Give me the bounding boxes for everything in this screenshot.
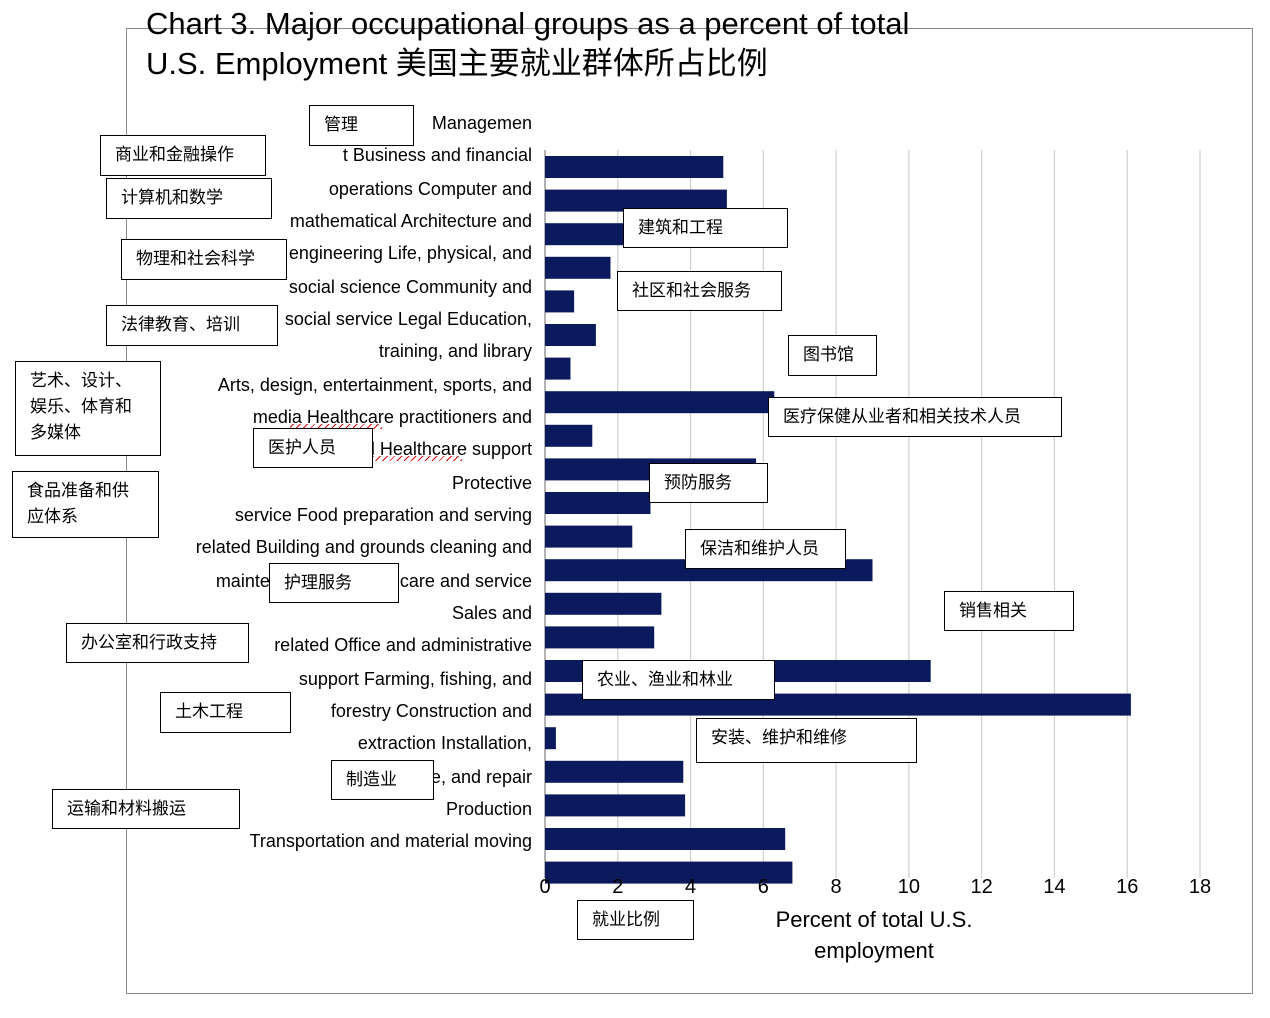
annotation-xlabel-cn: 就业比例 [577,900,694,940]
chart-title: Chart 3. Major occupational groups as a … [146,4,909,84]
annotation-architecture: 建筑和工程 [623,208,788,248]
annotation-food: 食品准备和供应体系 [12,471,159,538]
annotation-construction: 土木工程 [160,692,291,733]
bar [545,727,556,750]
y-axis-label-line: service Food preparation and serving [234,505,532,525]
y-axis-label-line: t Business and financial [342,145,532,165]
bar [545,794,686,817]
x-axis-label: Percent of total U.S. employment [775,907,973,963]
bar [545,357,571,380]
x-tick-label: 10 [898,876,920,898]
bar [545,760,684,783]
y-axis-label-line: forestry Construction and [330,701,532,721]
annotation-healthcare-support: 医护人员 [253,428,373,468]
bar [545,861,793,884]
annotation-farming: 农业、渔业和林业 [582,660,775,700]
y-axis-label-line: social service Legal Education, [284,309,532,329]
bar [545,525,633,548]
bar [545,189,727,212]
annotation-science: 物理和社会科学 [121,239,287,280]
annotation-computer: 计算机和数学 [106,178,272,219]
x-tick-label: 4 [685,876,696,898]
bar [545,324,596,346]
annotation-management: 管理 [309,105,414,146]
bar [545,626,655,649]
y-axis-label-line: related Building and grounds cleaning an… [195,537,532,557]
y-axis-label-line: Transportation and material moving [249,831,532,851]
annotation-library: 图书馆 [788,335,877,376]
y-axis-label-line: social science Community and [288,277,532,297]
annotation-cleaning: 保洁和维护人员 [685,529,846,569]
y-axis-label-line: Managemen [431,113,532,133]
annotation-protective: 预防服务 [649,463,768,503]
annotation-sales: 销售相关 [944,591,1074,631]
annotation-healthcare-practitioners: 医疗保健从业者和相关技术人员 [768,397,1062,437]
x-tick-label: 2 [612,876,623,898]
y-axis-label-line: training, and library [378,341,532,361]
x-tick-label: 0 [539,876,550,898]
y-axis-label-line: Protective [451,473,532,493]
bar [545,828,786,850]
bar [545,223,640,246]
y-axis-label-line: operations Computer and [328,179,532,199]
annotation-installation: 安装、维护和维修 [696,718,917,763]
annotation-production: 制造业 [331,760,434,800]
y-axis-label-line: support Farming, fishing, and [298,669,532,689]
annotation-arts: 艺术、设计、娱乐、体育和多媒体 [15,361,161,456]
bar [545,256,611,279]
annotation-community: 社区和社会服务 [617,271,782,311]
y-axis-label-line: extraction Installation, [357,733,532,753]
y-axis-label-line: Production [445,799,532,819]
y-axis-label-line: Arts, design, entertainment, sports, and [217,375,532,395]
x-tick-label: 14 [1043,876,1065,898]
spellcheck-underline [370,456,462,461]
bar [545,592,662,615]
bar [545,391,775,414]
chart-title-line-2: U.S. Employment 美国主要就业群体所占比例 [146,46,768,81]
annotation-transportation: 运输和材料搬运 [52,789,240,829]
annotation-legal-education: 法律教育、培训 [106,305,278,346]
chart-title-line-1: Chart 3. Major occupational groups as a … [146,6,910,41]
bar [545,290,575,313]
y-axis-label-line: Sales and [451,603,532,623]
y-axis-label-line: media Healthcare practitioners and [252,407,532,427]
annotation-office: 办公室和行政支持 [66,623,249,663]
bar [545,492,651,514]
bar [545,156,724,178]
annotation-business: 商业和金融操作 [100,135,266,176]
x-tick-label: 18 [1189,876,1211,898]
annotation-personal-care: 护理服务 [269,563,399,603]
y-axis-label-line: mathematical Architecture and [289,211,532,231]
y-axis-label-line: related Office and administrative [274,635,532,655]
bar [545,424,593,447]
spellcheck-underline [290,424,382,429]
x-tick-label: 6 [758,876,769,898]
x-tick-label: 16 [1116,876,1138,898]
x-tick-label: 12 [971,876,993,898]
x-tick-label: 8 [831,876,842,898]
y-axis-label-line: engineering Life, physical, and [288,243,532,263]
